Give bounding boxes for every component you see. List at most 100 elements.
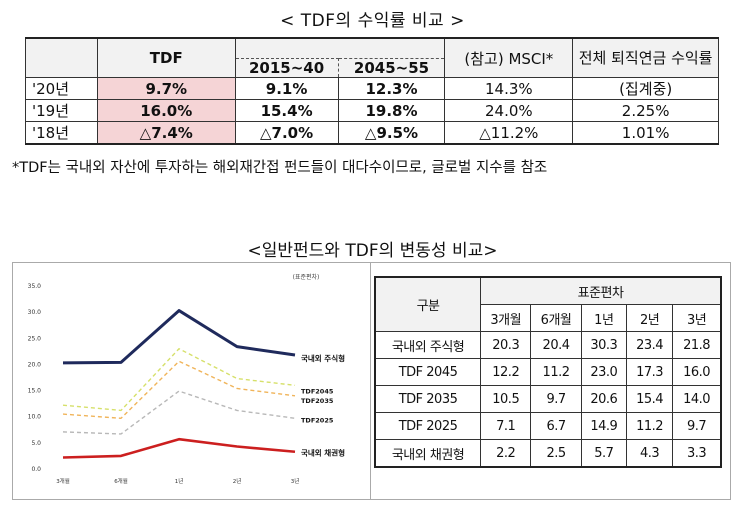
table-row: '18년 △7.4% △7.0% △9.5% △11.2% 1.01%	[25, 121, 719, 145]
cell-2015-40: △7.0%	[234, 121, 339, 145]
returns-table: TDF (참고) MSCI* 전체 퇴직연금 수익률 2015~40 2045~…	[25, 37, 719, 145]
cell-2015-40: 9.1%	[234, 77, 339, 100]
cell: 23.0	[580, 358, 627, 386]
cell-pension: 2.25%	[572, 99, 719, 122]
x-tick-label: 1년	[175, 477, 184, 485]
cell: 14.0	[672, 385, 722, 413]
row-year: '20년	[25, 77, 98, 100]
cell: 23.4	[625, 331, 674, 359]
table-row: TDF 2025 7.1 6.7 14.9 11.2 9.7	[374, 412, 722, 440]
cell: 17.3	[625, 358, 674, 386]
y-tick-label: 0.0	[31, 466, 41, 473]
cell-pension: 1.01%	[572, 121, 719, 145]
volatility-chart: (표준편차) 0.0 5.0 10.0 15.0 20.0 25.0 30.0 35.0 3개월 6…	[13, 263, 371, 499]
returns-note: *TDF는 국내외 자산에 투자하는 해외재간접 펀드들이 대다수이므로, 글로…	[12, 160, 548, 176]
cell-tdf: 16.0%	[96, 99, 236, 122]
row-name: TDF 2045	[374, 358, 482, 386]
series-label: TDF2045	[301, 387, 334, 395]
line-chart-svg: (표준편차) 0.0 5.0 10.0 15.0 20.0 25.0 30.0 35.0 3개월 6…	[28, 273, 345, 485]
header-pension: 전체 퇴직연금 수익률	[572, 37, 719, 78]
x-tick-label: 6개월	[114, 477, 128, 485]
cell-msci: 14.3%	[444, 77, 574, 100]
row-name: TDF 2035	[374, 385, 482, 413]
cell: 15.4	[625, 385, 674, 413]
series-label: TDF2025	[301, 416, 334, 424]
series-label: 국내외 채권형	[301, 448, 345, 458]
cell: 11.2	[530, 358, 582, 386]
series-label: TDF2035	[301, 397, 334, 405]
table-row: 국내외 채권형 2.2 2.5 5.7 4.3 3.3	[374, 439, 722, 468]
y-tick-label: 30.0	[28, 309, 42, 316]
cell: 20.4	[530, 331, 582, 359]
cell: 10.5	[480, 385, 532, 413]
y-tick-label: 20.0	[28, 361, 42, 368]
series-line	[62, 360, 296, 419]
header-2045-55: 2045~55	[337, 58, 446, 78]
header-blank	[25, 37, 98, 78]
row-name: 국내외 채권형	[374, 439, 482, 468]
x-tick-label: 2년	[233, 477, 242, 485]
series-line	[62, 309, 296, 365]
cell: 21.8	[672, 331, 722, 359]
table-row: TDF 2035 10.5 9.7 20.6 15.4 14.0	[374, 385, 722, 413]
cell-2045-55: 12.3%	[337, 77, 446, 100]
row-year: '18년	[25, 121, 98, 145]
header-group: 구분	[374, 276, 482, 332]
cell: 2.2	[480, 439, 532, 468]
header-tdf-group	[234, 37, 446, 59]
y-tick-label: 35.0	[28, 283, 42, 290]
table-row: '19년 16.0% 15.4% 19.8% 24.0% 2.25%	[25, 99, 719, 122]
header-period: 6개월	[530, 304, 582, 332]
header-period: 3년	[672, 304, 722, 332]
y-tick-label: 25.0	[28, 335, 42, 342]
cell-2015-40: 15.4%	[234, 99, 339, 122]
cell: 4.3	[625, 439, 674, 468]
header-period: 3개월	[480, 304, 532, 332]
x-tick-label: 3년	[291, 477, 300, 485]
row-name: 국내외 주식형	[374, 331, 482, 359]
y-tick-label: 5.0	[31, 440, 41, 447]
series-line	[62, 390, 296, 435]
cell-2045-55: 19.8%	[337, 99, 446, 122]
std-dev-table: 구분 표준편차 3개월 6개월 1년 2년 3년 국내외 주식형 20.3 20…	[374, 276, 722, 468]
volatility-panel: (표준편차) 0.0 5.0 10.0 15.0 20.0 25.0 30.0 35.0 3개월 6…	[12, 262, 731, 500]
row-name: TDF 2025	[374, 412, 482, 440]
header-tdf: TDF	[96, 37, 236, 78]
cell: 20.6	[580, 385, 627, 413]
y-tick-label: 15.0	[28, 388, 42, 395]
header-msci: (참고) MSCI*	[444, 37, 574, 78]
returns-title: < TDF의 수익률 비교 >	[280, 11, 465, 31]
cell: 3.3	[672, 439, 722, 468]
table-row: 국내외 주식형 20.3 20.4 30.3 23.4 21.8	[374, 331, 722, 359]
series-label: 국내외 주식형	[301, 353, 345, 363]
cell: 30.3	[580, 331, 627, 359]
cell: 9.7	[672, 412, 722, 440]
unit-label: (표준편차)	[293, 273, 320, 281]
series-line	[62, 437, 296, 459]
header-period: 2년	[625, 304, 674, 332]
cell-msci: 24.0%	[444, 99, 574, 122]
cell: 7.1	[480, 412, 532, 440]
series-line	[62, 348, 296, 412]
cell: 6.7	[530, 412, 582, 440]
header-period: 1년	[580, 304, 627, 332]
cell-tdf: △7.4%	[96, 121, 236, 145]
volatility-title: <일반펀드와 TDF의 변동성 비교>	[247, 241, 498, 261]
cell: 14.9	[580, 412, 627, 440]
y-tick-label: 10.0	[28, 414, 42, 421]
cell-2045-55: △9.5%	[337, 121, 446, 145]
cell: 12.2	[480, 358, 532, 386]
cell: 9.7	[530, 385, 582, 413]
table-row: '20년 9.7% 9.1% 12.3% 14.3% (집계중)	[25, 77, 719, 100]
table-row: TDF 2045 12.2 11.2 23.0 17.3 16.0	[374, 358, 722, 386]
header-2015-40: 2015~40	[234, 58, 339, 78]
cell: 5.7	[580, 439, 627, 468]
row-year: '19년	[25, 99, 98, 122]
cell: 11.2	[625, 412, 674, 440]
cell-pension: (집계중)	[572, 77, 719, 100]
cell-tdf: 9.7%	[96, 77, 236, 100]
cell: 20.3	[480, 331, 532, 359]
cell: 16.0	[672, 358, 722, 386]
cell-msci: △11.2%	[444, 121, 574, 145]
cell: 2.5	[530, 439, 582, 468]
